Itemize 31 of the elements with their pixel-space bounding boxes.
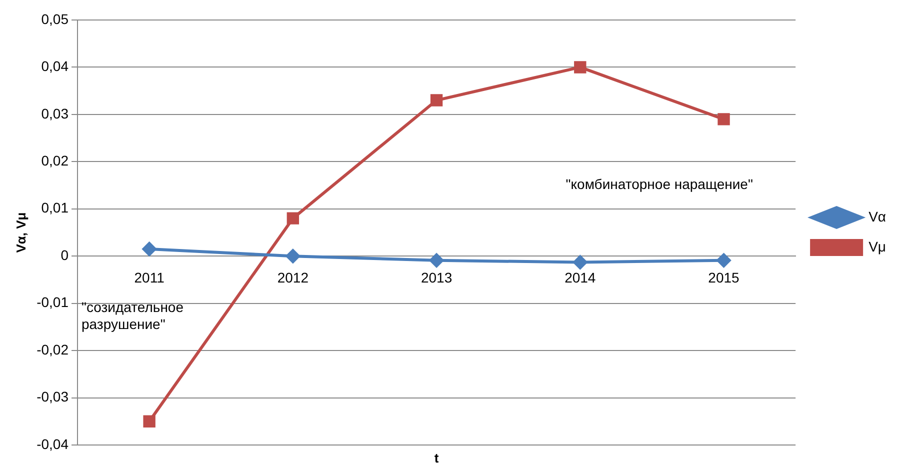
y-tick-label: -0,02 — [36, 341, 69, 358]
y-tick-label: 0,04 — [41, 58, 69, 74]
y-tick-label: 0,03 — [41, 105, 69, 122]
point — [718, 113, 730, 126]
point — [573, 255, 588, 270]
point — [286, 249, 300, 264]
y-tick-label: -0,03 — [36, 388, 69, 405]
x-tick-label: 2011 — [134, 269, 165, 286]
x-tick-label: 2014 — [564, 269, 596, 286]
point — [574, 61, 586, 74]
point — [286, 212, 300, 224]
x-tick-label: 2013 — [420, 269, 452, 286]
point — [430, 253, 444, 268]
x-axis-title: t — [434, 450, 440, 466]
x-tick-label: 2012 — [277, 269, 309, 286]
legend-label: Vμ — [868, 238, 886, 254]
y-tick-label: 0,01 — [41, 200, 69, 216]
annotation: "созидательное разрушение" — [82, 298, 184, 332]
y-tick-label: -0,01 — [36, 294, 69, 310]
annotation: "комбинаторное наращение" — [566, 176, 753, 192]
y-tick-label: 0 — [60, 246, 69, 263]
point — [716, 253, 731, 268]
x-tick-label: 2015 — [708, 269, 740, 286]
point — [430, 94, 443, 106]
point — [143, 415, 156, 428]
point — [142, 242, 156, 256]
y-tick-label: 0,02 — [41, 152, 69, 169]
y-axis-title: Vα, Vμ — [13, 212, 28, 253]
legend-label: Vα — [868, 208, 886, 224]
y-tick-label: 0,05 — [41, 10, 69, 27]
y-tick-label: -0,04 — [36, 436, 69, 452]
